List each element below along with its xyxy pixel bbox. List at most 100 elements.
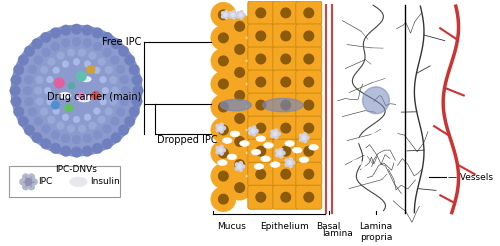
Circle shape [34,117,42,125]
Ellipse shape [371,133,381,139]
FancyBboxPatch shape [296,1,322,25]
Circle shape [222,126,226,130]
Circle shape [40,32,51,43]
Circle shape [132,75,142,85]
Ellipse shape [264,142,274,148]
Circle shape [216,147,220,150]
Circle shape [224,13,227,16]
Circle shape [235,183,244,192]
Circle shape [22,174,28,180]
Circle shape [211,118,236,142]
Ellipse shape [256,136,266,141]
Circle shape [14,106,24,117]
Circle shape [32,38,42,49]
Circle shape [222,12,224,15]
Circle shape [227,37,252,62]
Circle shape [276,149,279,153]
Circle shape [56,122,64,129]
Circle shape [51,130,60,139]
Circle shape [281,100,290,110]
Text: Mucus: Mucus [218,222,246,231]
Circle shape [40,108,48,115]
Circle shape [56,52,64,60]
Circle shape [34,87,42,94]
Circle shape [306,136,309,139]
Circle shape [87,66,94,73]
Circle shape [235,160,244,169]
Circle shape [211,94,236,120]
Ellipse shape [59,92,70,98]
Circle shape [40,138,51,149]
Ellipse shape [222,138,232,143]
Circle shape [67,125,75,133]
Circle shape [211,187,236,212]
Circle shape [289,158,292,161]
Circle shape [62,114,69,121]
FancyBboxPatch shape [296,162,322,186]
Circle shape [36,76,44,84]
Circle shape [36,98,44,105]
Circle shape [239,168,242,171]
Text: — Vessels: — Vessels [448,172,493,182]
Circle shape [235,45,244,54]
Circle shape [304,31,314,41]
Circle shape [274,132,277,136]
Ellipse shape [262,98,303,112]
Circle shape [14,64,24,75]
Circle shape [67,49,75,57]
Circle shape [252,133,256,136]
Circle shape [304,8,314,18]
Circle shape [18,55,28,65]
Circle shape [24,76,33,84]
Circle shape [62,61,69,67]
Circle shape [52,101,59,109]
Ellipse shape [240,140,250,146]
Circle shape [92,28,103,38]
Circle shape [53,67,60,74]
Circle shape [218,33,228,43]
Circle shape [100,98,106,105]
Circle shape [274,135,278,139]
Circle shape [102,32,113,43]
Circle shape [28,174,34,180]
Ellipse shape [357,138,366,143]
Circle shape [239,162,242,165]
Ellipse shape [82,77,91,81]
FancyBboxPatch shape [248,139,274,163]
Circle shape [110,38,122,49]
Circle shape [252,126,256,129]
Circle shape [102,138,113,149]
Ellipse shape [299,157,309,163]
Circle shape [116,108,125,116]
Text: Basal: Basal [316,222,340,231]
Circle shape [304,133,306,136]
Circle shape [289,164,292,168]
Circle shape [54,78,64,88]
Circle shape [256,54,266,64]
Circle shape [110,132,122,143]
Circle shape [129,64,140,75]
Circle shape [235,91,244,100]
Circle shape [34,56,42,64]
Circle shape [304,192,314,202]
Circle shape [24,125,34,136]
Circle shape [62,39,70,47]
Ellipse shape [230,131,239,137]
Circle shape [72,37,81,46]
FancyBboxPatch shape [248,162,274,186]
Circle shape [46,98,53,105]
Circle shape [10,96,22,107]
Circle shape [110,76,117,84]
Circle shape [281,77,290,87]
Circle shape [51,42,60,51]
FancyBboxPatch shape [296,93,322,117]
Circle shape [102,125,112,133]
Circle shape [71,147,82,157]
Circle shape [10,75,22,85]
Circle shape [84,114,91,121]
Circle shape [105,108,112,115]
FancyBboxPatch shape [273,47,298,71]
Text: IPC-DNVs: IPC-DNVs [56,165,98,174]
Circle shape [224,16,228,19]
Ellipse shape [362,167,371,172]
